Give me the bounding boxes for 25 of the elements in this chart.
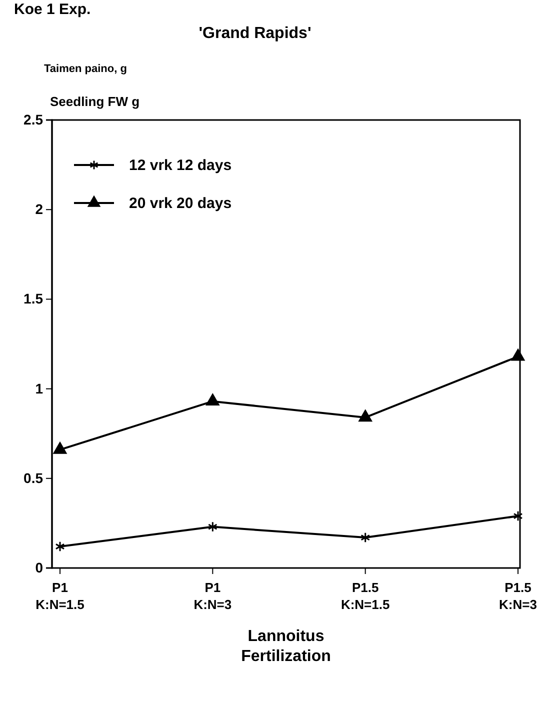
y-axis-title: Seedling FW g xyxy=(50,94,140,109)
y-tick-label: 0 xyxy=(35,559,44,576)
point xyxy=(208,521,218,532)
y-tick-label: 0.5 xyxy=(24,470,44,486)
x-tick-label: P1 K:N=1.5 xyxy=(36,580,84,612)
text: Koe 1 Exp. xyxy=(14,1,91,18)
y-tick-label: 1.5 xyxy=(24,290,44,307)
text: Taimen paino, g xyxy=(44,63,127,75)
point xyxy=(513,510,523,522)
point xyxy=(358,410,372,422)
point xyxy=(53,442,67,454)
y-tick-label: 2 xyxy=(35,201,44,218)
legend-label: 12 vrk 12 days xyxy=(129,157,232,174)
point xyxy=(511,349,525,361)
x-tick-label: P1 K:N=3 xyxy=(194,580,232,612)
point xyxy=(55,541,65,552)
point xyxy=(360,532,370,543)
x-tick-label: P1.5 K:N=3 xyxy=(499,580,537,612)
chart-title: 'Grand Rapids' xyxy=(198,25,312,42)
y-tick-label: 2.5 xyxy=(24,111,44,128)
x-tick-label: P1.5 K:N=1.5 xyxy=(340,580,390,612)
x-axis-title: Lannoitus Fertilization xyxy=(241,628,331,665)
y-tick-label: 1 xyxy=(35,380,44,396)
point xyxy=(206,394,220,406)
legend-label: 20 vrk 20 days xyxy=(129,195,232,212)
